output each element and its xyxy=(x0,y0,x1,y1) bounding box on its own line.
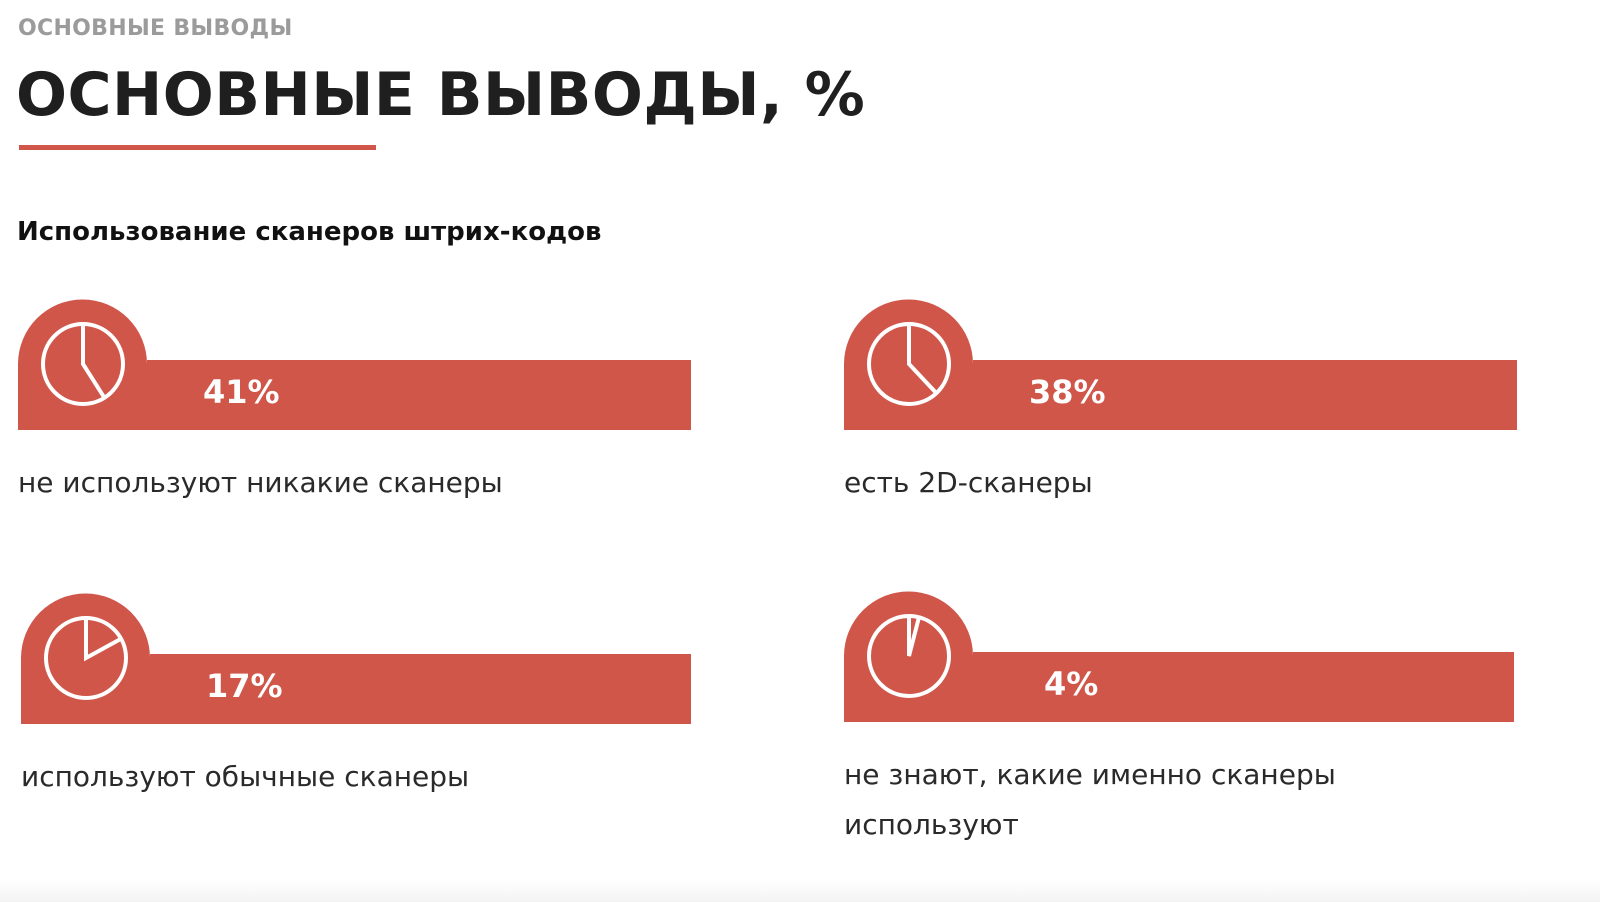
stat-card-graphic xyxy=(21,593,691,724)
pie-share-mark xyxy=(81,324,107,399)
bottom-fade xyxy=(0,880,1600,902)
pie-share-mark xyxy=(907,616,921,657)
stat-caption: не используют никакие сканеры xyxy=(18,466,503,499)
pie-share-mark xyxy=(907,324,938,395)
stat-card: 4% xyxy=(844,591,1514,722)
stat-caption: не знают, какие именно сканеры использую… xyxy=(844,758,1336,841)
stat-value: 38% xyxy=(1029,373,1106,411)
section-kicker: ОСНОВНЫЕ ВЫВОДЫ xyxy=(18,16,293,41)
stat-value: 17% xyxy=(206,667,283,705)
stat-card: 38% xyxy=(844,299,1517,430)
stat-card: 41% xyxy=(18,299,691,430)
stat-caption: используют обычные сканеры xyxy=(21,760,470,793)
stat-caption: есть 2D-сканеры xyxy=(844,466,1093,499)
stat-bar xyxy=(844,299,1517,430)
stat-card-graphic xyxy=(18,299,691,430)
stat-value: 41% xyxy=(203,373,280,411)
page-title: ОСНОВНЫЕ ВЫВОДЫ, % xyxy=(16,60,866,130)
stat-bar xyxy=(18,299,691,430)
stat-value: 4% xyxy=(1044,665,1099,703)
stat-card-graphic xyxy=(844,591,1514,722)
stat-card: 17% xyxy=(21,593,691,724)
pie-share-mark xyxy=(84,618,123,662)
chart-subtitle: Использование сканеров штрих-кодов xyxy=(17,217,602,247)
stat-bar xyxy=(844,591,1514,722)
stat-bar xyxy=(21,593,691,724)
title-underline xyxy=(19,145,376,150)
stat-card-graphic xyxy=(844,299,1517,430)
